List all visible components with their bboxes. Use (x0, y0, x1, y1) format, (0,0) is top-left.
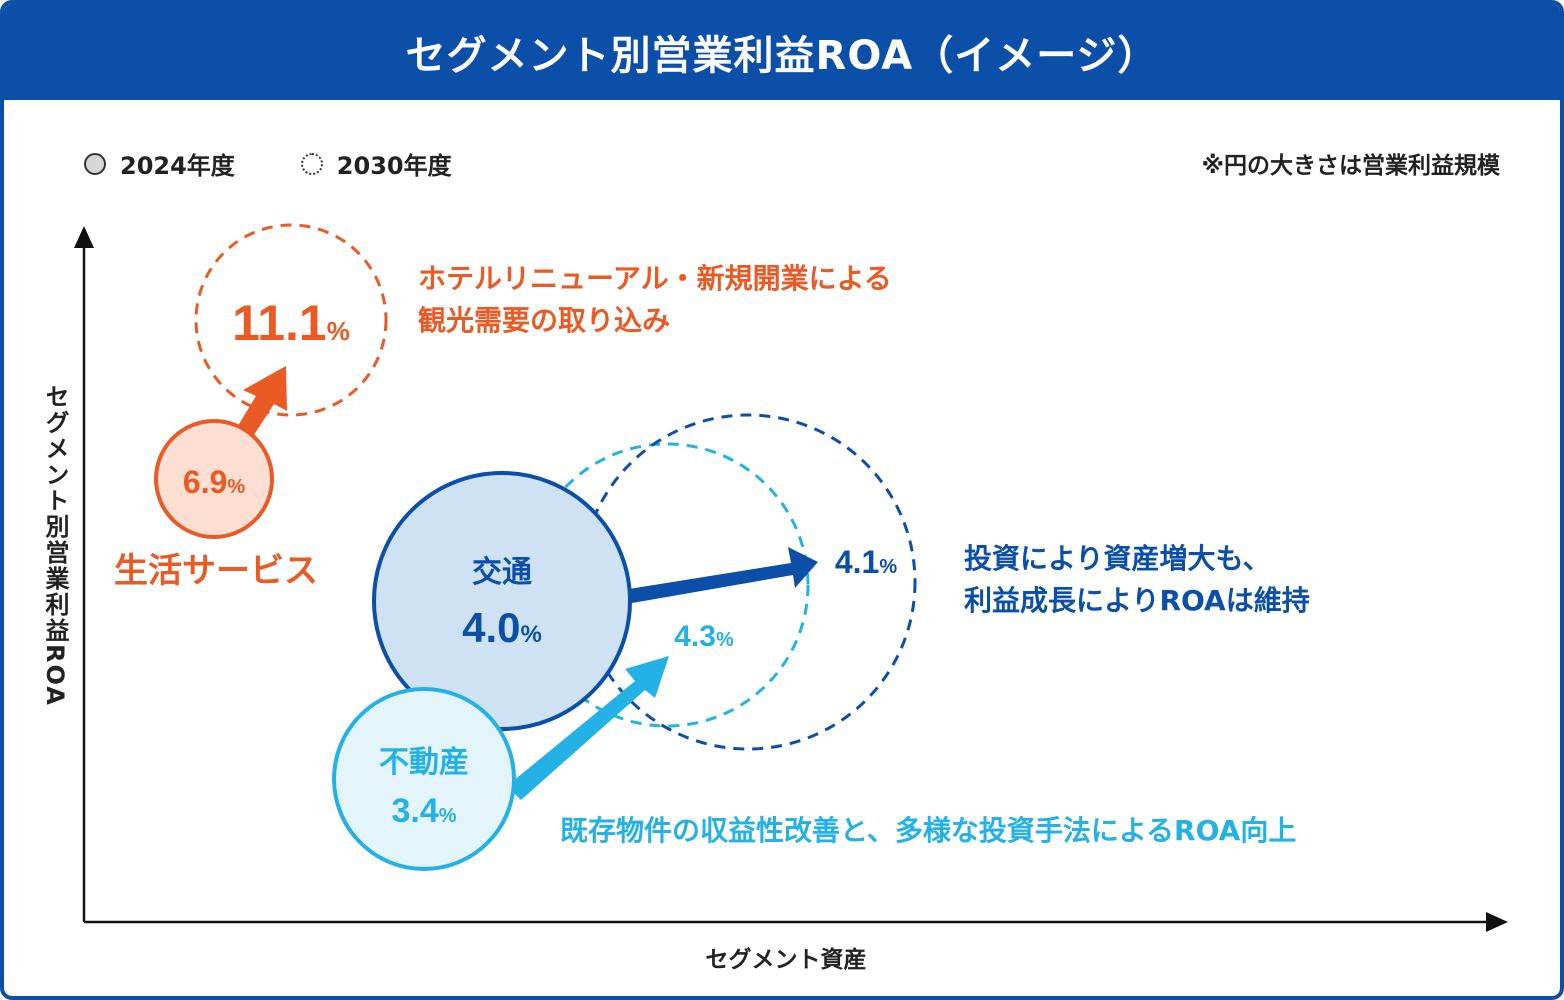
life-comment-line1: ホテルリニューアル・新規開業による (418, 262, 892, 295)
transport-comment: 投資により資産増大も、 利益成長によりROAは維持 (964, 538, 1310, 622)
realestate-2030-value: 4.3% (674, 620, 734, 653)
header-bar: セグメント別営業利益ROA（イメージ） (4, 4, 1560, 100)
y-axis-arrow-icon (74, 226, 94, 248)
transport-comment-line2: 利益成長によりROAは維持 (964, 584, 1310, 617)
diagram-title: セグメント別営業利益ROA（イメージ） (405, 33, 1159, 79)
transport-2030-value: 4.1% (835, 544, 897, 580)
realestate-arrow-icon (507, 656, 669, 800)
dashed-circle-icon (300, 152, 323, 175)
size-note: ※円の大きさは営業利益規模 (1201, 153, 1500, 179)
realestate-comment: 既存物件の収益性改善と、多様な投資手法によるROA向上 (560, 814, 1297, 847)
y-axis-label: セグメント別営業利益ROA (41, 384, 69, 707)
transport-name: 交通 (472, 555, 532, 589)
realestate-2024-value: 3.4% (391, 792, 456, 830)
realestate-2024-circle (332, 687, 516, 871)
legend: 2024年度 2030年度 (84, 146, 452, 181)
legend-2024: 2024年度 (120, 152, 235, 180)
transport-2024-value: 4.0% (462, 604, 542, 651)
life-2024-value: 6.9% (183, 464, 245, 500)
x-axis-label: セグメント資産 (705, 947, 867, 973)
transport-arrow-icon (629, 547, 818, 603)
life-name: 生活サービス (114, 552, 318, 590)
transport-2030-circle (579, 413, 917, 751)
life-2024-circle (154, 419, 274, 539)
solid-circle-icon (84, 152, 106, 175)
transport-comment-line1: 投資により資産増大も、 (964, 542, 1271, 575)
life-comment: ホテルリニューアル・新規開業による 観光需要の取り込み (418, 258, 892, 342)
life-2030-value: 11.1% (232, 295, 350, 351)
roa-diagram: 交通 4.0% 不動産 3.4% 6.9% 生活サービス 11.1% 4.1% … (74, 223, 1508, 932)
realestate-name: 不動産 (379, 746, 469, 779)
life-arrow-icon (236, 366, 287, 438)
legend-2030: 2030年度 (336, 152, 452, 180)
transport-2024-circle (372, 471, 632, 731)
life-2030-circle (194, 223, 388, 417)
life-comment-line2: 観光需要の取り込み (418, 304, 671, 337)
x-axis-arrow-icon (1486, 912, 1508, 932)
